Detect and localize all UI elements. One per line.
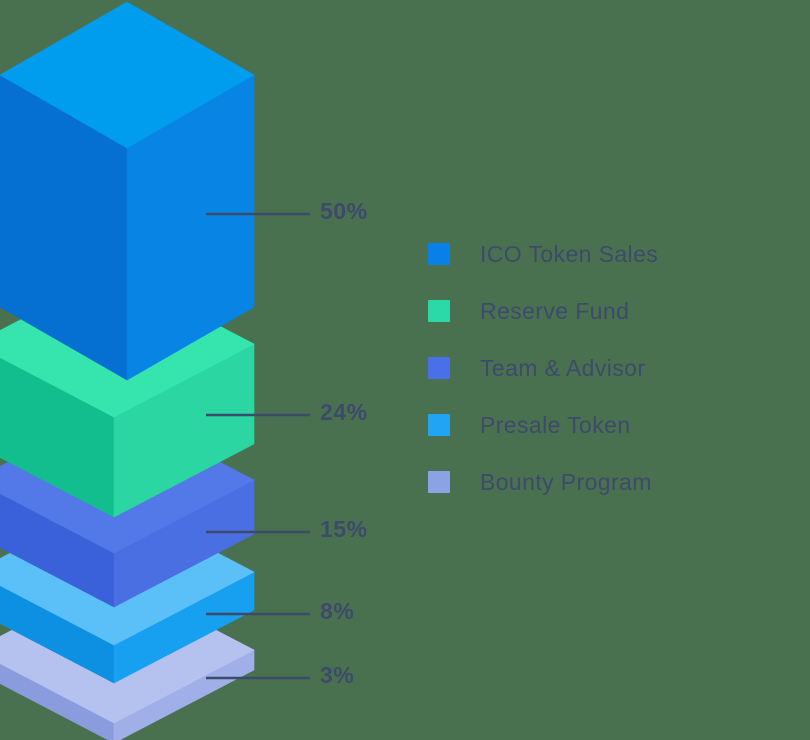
legend-swatch-reserve-fund (428, 300, 450, 322)
legend-label: Presale Token (480, 411, 631, 438)
legend-swatch-team-advisor (428, 357, 450, 379)
legend-item-presale-token: Presale Token (428, 411, 658, 438)
legend-label: Team & Advisor (480, 354, 646, 381)
legend-label: Reserve Fund (480, 297, 630, 324)
legend-item-team-advisor: Team & Advisor (428, 354, 658, 381)
legend-item-bounty-program: Bounty Program (428, 468, 658, 495)
pct-label-presale-token: 8% (320, 598, 355, 624)
legend-label: ICO Token Sales (480, 240, 659, 267)
pct-label-bounty-program: 3% (320, 662, 355, 688)
pct-label-ico-token-sales: 50% (320, 198, 368, 224)
legend-item-reserve-fund: Reserve Fund (428, 297, 658, 324)
pct-label-team-advisor: 15% (320, 516, 368, 542)
legend-item-ico-token-sales: ICO Token Sales (428, 240, 659, 267)
legend-swatch-ico-token-sales (428, 243, 450, 265)
block-ico-token-sales-top-face (0, 1, 255, 149)
legend-swatch-bounty-program (428, 471, 450, 493)
legend-swatch-presale-token (428, 414, 450, 436)
pct-label-reserve-fund: 24% (320, 399, 368, 425)
legend: ICO Token Sales Reserve Fund Team & Adviso… (428, 240, 659, 528)
legend-label: Bounty Program (480, 468, 652, 495)
